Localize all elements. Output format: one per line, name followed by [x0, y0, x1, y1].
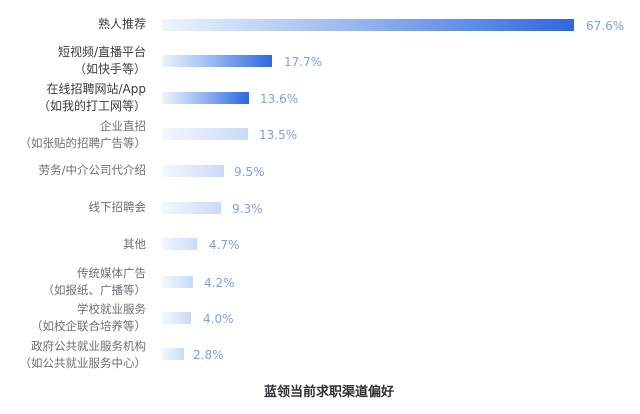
bar [162, 165, 224, 177]
category-label-line2: （如我的打工网等） [37, 99, 146, 113]
bar [162, 202, 221, 214]
category-label: 企业直招 （如张贴的招聘广告等） [20, 118, 147, 152]
category-label: 熟人推荐 [98, 16, 146, 33]
category-label-line2: （如快手等） [73, 62, 146, 76]
value-label: 4.0% [203, 312, 234, 326]
bar [162, 238, 197, 250]
category-label: 政府公共就业服务机构 （如公共就业服务中心） [20, 338, 147, 372]
category-label-line1: 短视频/直播平台 [57, 45, 146, 59]
category-label-line1: 在线招聘网站/App [46, 82, 147, 96]
category-label: 在线招聘网站/App （如我的打工网等） [38, 81, 146, 115]
category-label-line2: （如张贴的招聘广告等） [19, 136, 147, 150]
value-label: 13.6% [260, 92, 299, 106]
value-label: 67.6% [586, 19, 625, 33]
category-label: 劳务/中介公司代介绍 [39, 162, 146, 179]
value-label: 13.5% [259, 128, 298, 142]
category-label-line1: 政府公共就业服务机构 [31, 339, 146, 353]
value-label: 9.3% [232, 202, 263, 216]
value-label: 2.8% [193, 348, 224, 362]
category-label-line2: （如公共就业服务中心） [19, 356, 147, 370]
bar [162, 19, 574, 31]
value-label: 4.2% [204, 276, 235, 290]
bar [162, 55, 272, 67]
category-label: 其他 [123, 236, 146, 253]
value-label: 17.7% [284, 55, 323, 69]
bar [162, 128, 248, 140]
category-label: 短视频/直播平台 （如快手等） [58, 44, 146, 78]
bar [162, 276, 193, 288]
bar [162, 312, 191, 324]
bar [162, 348, 184, 360]
category-label-line1: 其他 [123, 237, 146, 251]
category-label-line2: （如校企联合培养等） [31, 319, 146, 333]
value-label: 9.5% [234, 165, 265, 179]
category-label-line1: 劳务/中介公司代介绍 [38, 163, 146, 177]
category-label-line1: 熟人推荐 [97, 17, 146, 31]
category-label-line2: （如报纸、广播等） [42, 283, 147, 297]
category-label-line1: 线下招聘会 [88, 200, 147, 214]
value-label: 4.7% [209, 238, 240, 252]
bar [162, 92, 249, 104]
category-label-line1: 学校就业服务 [77, 302, 146, 316]
category-label-line1: 传统媒体广告 [77, 266, 146, 280]
category-label: 传统媒体广告 （如报纸、广播等） [43, 265, 147, 299]
category-label-line1: 企业直招 [100, 119, 146, 133]
chart-title: 蓝领当前求职渠道偏好 [263, 385, 394, 400]
category-label: 线下招聘会 [89, 199, 147, 216]
category-label: 学校就业服务 （如校企联合培养等） [31, 301, 146, 335]
